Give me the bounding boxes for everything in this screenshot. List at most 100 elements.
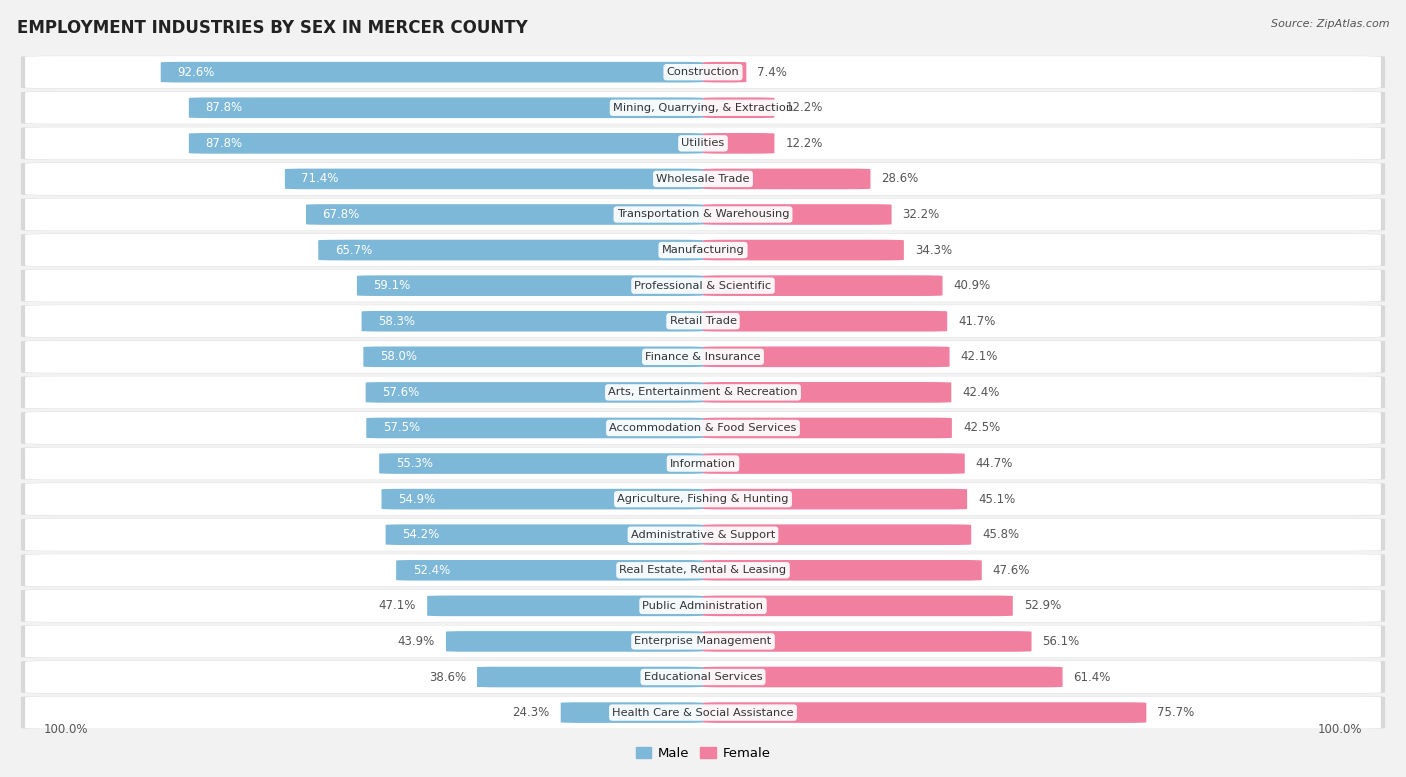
FancyBboxPatch shape (703, 62, 747, 82)
FancyBboxPatch shape (21, 625, 1385, 658)
FancyBboxPatch shape (25, 483, 1381, 515)
FancyBboxPatch shape (21, 92, 1385, 124)
FancyBboxPatch shape (25, 234, 1381, 267)
FancyBboxPatch shape (25, 305, 1381, 337)
FancyBboxPatch shape (25, 448, 1381, 479)
Text: 75.7%: 75.7% (1157, 706, 1195, 719)
FancyBboxPatch shape (25, 376, 1381, 409)
Text: Retail Trade: Retail Trade (669, 316, 737, 326)
FancyBboxPatch shape (703, 97, 775, 118)
FancyBboxPatch shape (25, 518, 1381, 551)
FancyBboxPatch shape (703, 275, 942, 296)
FancyBboxPatch shape (703, 595, 1012, 616)
Text: 52.4%: 52.4% (413, 564, 450, 577)
FancyBboxPatch shape (703, 489, 967, 510)
Text: Mining, Quarrying, & Extraction: Mining, Quarrying, & Extraction (613, 103, 793, 113)
FancyBboxPatch shape (446, 631, 703, 652)
FancyBboxPatch shape (366, 382, 703, 402)
Text: 42.1%: 42.1% (960, 350, 998, 364)
Text: Enterprise Management: Enterprise Management (634, 636, 772, 646)
Text: 45.8%: 45.8% (983, 528, 1019, 542)
Text: 24.3%: 24.3% (512, 706, 550, 719)
FancyBboxPatch shape (21, 234, 1385, 267)
FancyBboxPatch shape (25, 590, 1381, 622)
Text: Manufacturing: Manufacturing (662, 245, 744, 255)
FancyBboxPatch shape (477, 667, 703, 688)
FancyBboxPatch shape (703, 524, 972, 545)
Text: 32.2%: 32.2% (903, 208, 939, 221)
Text: 41.7%: 41.7% (959, 315, 995, 328)
Text: 44.7%: 44.7% (976, 457, 1014, 470)
FancyBboxPatch shape (703, 382, 952, 402)
FancyBboxPatch shape (21, 448, 1385, 480)
FancyBboxPatch shape (25, 163, 1381, 195)
Text: 45.1%: 45.1% (979, 493, 1015, 506)
FancyBboxPatch shape (307, 204, 703, 225)
Text: 28.6%: 28.6% (882, 172, 918, 186)
FancyBboxPatch shape (381, 489, 703, 510)
FancyBboxPatch shape (25, 341, 1381, 373)
Legend: Male, Female: Male, Female (630, 742, 776, 765)
Text: Construction: Construction (666, 67, 740, 77)
FancyBboxPatch shape (21, 518, 1385, 551)
FancyBboxPatch shape (21, 127, 1385, 160)
Text: 12.2%: 12.2% (786, 137, 823, 150)
FancyBboxPatch shape (703, 560, 981, 580)
Text: 38.6%: 38.6% (429, 671, 465, 684)
FancyBboxPatch shape (703, 169, 870, 190)
Text: 58.0%: 58.0% (380, 350, 418, 364)
FancyBboxPatch shape (188, 97, 703, 118)
Text: Agriculture, Fishing & Hunting: Agriculture, Fishing & Hunting (617, 494, 789, 504)
Text: 12.2%: 12.2% (786, 101, 823, 114)
FancyBboxPatch shape (703, 204, 891, 225)
FancyBboxPatch shape (21, 305, 1385, 337)
FancyBboxPatch shape (703, 240, 904, 260)
Text: Wholesale Trade: Wholesale Trade (657, 174, 749, 184)
FancyBboxPatch shape (160, 62, 703, 82)
FancyBboxPatch shape (21, 590, 1385, 622)
FancyBboxPatch shape (25, 412, 1381, 444)
Text: Educational Services: Educational Services (644, 672, 762, 682)
Text: 57.5%: 57.5% (382, 421, 420, 434)
Text: Arts, Entertainment & Recreation: Arts, Entertainment & Recreation (609, 388, 797, 397)
Text: 87.8%: 87.8% (205, 137, 242, 150)
FancyBboxPatch shape (396, 560, 703, 580)
Text: 59.1%: 59.1% (374, 279, 411, 292)
Text: 71.4%: 71.4% (301, 172, 339, 186)
Text: 56.1%: 56.1% (1042, 635, 1080, 648)
FancyBboxPatch shape (21, 412, 1385, 444)
Text: 100.0%: 100.0% (44, 723, 89, 736)
Text: Public Administration: Public Administration (643, 601, 763, 611)
Text: 57.6%: 57.6% (382, 386, 419, 399)
FancyBboxPatch shape (21, 162, 1385, 195)
Text: Health Care & Social Assistance: Health Care & Social Assistance (612, 708, 794, 718)
FancyBboxPatch shape (703, 418, 952, 438)
FancyBboxPatch shape (703, 133, 775, 154)
Text: 54.9%: 54.9% (398, 493, 436, 506)
Text: 7.4%: 7.4% (758, 66, 787, 78)
FancyBboxPatch shape (285, 169, 703, 190)
FancyBboxPatch shape (25, 127, 1381, 159)
Text: 42.4%: 42.4% (962, 386, 1000, 399)
Text: Transportation & Warehousing: Transportation & Warehousing (617, 210, 789, 219)
Text: Real Estate, Rental & Leasing: Real Estate, Rental & Leasing (620, 566, 786, 575)
FancyBboxPatch shape (21, 696, 1385, 729)
Text: Finance & Insurance: Finance & Insurance (645, 352, 761, 362)
Text: Accommodation & Food Services: Accommodation & Food Services (609, 423, 797, 433)
FancyBboxPatch shape (25, 92, 1381, 124)
Text: Source: ZipAtlas.com: Source: ZipAtlas.com (1271, 19, 1389, 30)
Text: 47.6%: 47.6% (993, 564, 1031, 577)
Text: 67.8%: 67.8% (322, 208, 360, 221)
FancyBboxPatch shape (363, 347, 703, 367)
Text: 65.7%: 65.7% (335, 243, 373, 256)
FancyBboxPatch shape (385, 524, 703, 545)
FancyBboxPatch shape (25, 56, 1381, 89)
Text: Information: Information (669, 458, 737, 469)
FancyBboxPatch shape (25, 696, 1381, 729)
Text: 92.6%: 92.6% (177, 66, 215, 78)
FancyBboxPatch shape (703, 631, 1032, 652)
Text: 52.9%: 52.9% (1024, 599, 1062, 612)
FancyBboxPatch shape (703, 667, 1063, 688)
FancyBboxPatch shape (21, 198, 1385, 231)
Text: Administrative & Support: Administrative & Support (631, 530, 775, 540)
